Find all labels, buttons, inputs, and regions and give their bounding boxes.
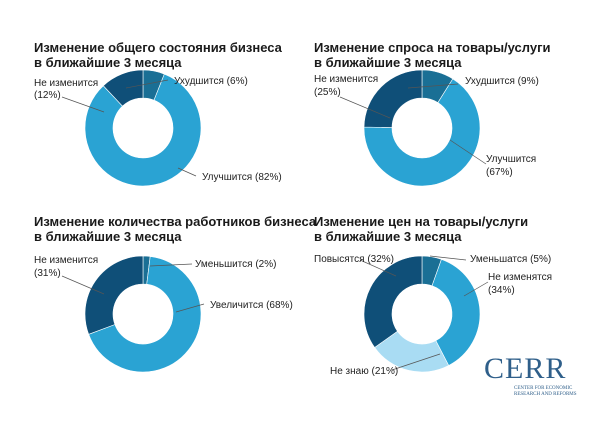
cerr-logo: CERR Center for Economic Research and Re… (480, 352, 590, 412)
leader-line (463, 281, 489, 297)
slice-label-line-2: (25%) (314, 87, 341, 98)
chart-title-line-1: Изменение цен на товары/услуги (314, 214, 529, 229)
leader-line (449, 139, 487, 165)
chart-panel-business-state: Изменение общего состояния бизнеса в бли… (0, 0, 300, 212)
slice-label-line-2: (12%) (34, 90, 61, 101)
leader-line (339, 96, 391, 119)
slice-label: Не знаю (21%) (330, 366, 398, 377)
chart-panel-demand: Изменение спроса на товары/услуги в ближ… (300, 0, 600, 212)
slice-label-line-2: (31%) (34, 268, 61, 279)
chart-title-line-1: Изменение спроса на товары/услуги (314, 40, 551, 55)
leader-line (407, 83, 459, 89)
donut-slice (84, 255, 144, 335)
slice-label-line-1: Не изменится (314, 74, 378, 85)
leader-line (359, 259, 397, 277)
donut-slice (102, 69, 144, 107)
slice-label: Увеличится (68%) (210, 300, 293, 311)
slice-label: Ухудшится (9%) (465, 76, 539, 87)
chart-panel-prices: Изменение цен на товары/услуги в ближайш… (300, 212, 600, 424)
slice-label: Ухудшится (6%) (174, 76, 248, 87)
chart-title-line-1: Изменение общего состояния бизнеса (34, 40, 282, 55)
slice-label-line-2: (34%) (488, 285, 515, 296)
leader-line (125, 79, 169, 89)
donut-slice (363, 78, 481, 187)
donut-slice (88, 256, 202, 373)
chart-title-line-2: в ближайшие 3 месяца (34, 229, 182, 244)
leader-line (175, 303, 205, 313)
logo-subtitle: Center for Economic Research and Reforms (514, 386, 577, 397)
donut-chart: Ухудшится (6%) Улучшится (82%) Не измени… (34, 69, 282, 187)
chart-panel-employees: Изменение количества работников бизнеса … (0, 212, 317, 424)
chart-title-line-2: в ближайшие 3 месяца (314, 55, 462, 70)
chart-title-line-1: Изменение количества работников бизнеса (34, 214, 317, 229)
chart-title-line-2: в ближайшие 3 месяца (314, 229, 462, 244)
donut-slice (431, 258, 481, 366)
slice-label-line-1: Не изменятся (488, 272, 552, 283)
leader-line (391, 353, 441, 371)
leader-line (61, 96, 105, 113)
slice-label-line-1: Не изменится (34, 78, 98, 89)
slice-label-line-1: Не изменится (34, 255, 98, 266)
leader-line (149, 263, 193, 267)
slice-label: Повысятся (32%) (314, 254, 394, 265)
donut-chart: Ухудшится (9%) Улучшится (67%) Не измени… (314, 69, 539, 187)
chart-title-line-2: в ближайшие 3 месяца (34, 55, 182, 70)
leader-line (61, 275, 105, 295)
logo-wordmark: CERR (484, 352, 567, 385)
slice-label-line-2: (67%) (486, 167, 513, 178)
chart-title: Изменение количества работников бизнеса … (34, 214, 317, 244)
donut-chart: Уменьшатся (5%) Не изменятся (34%) Не зн… (314, 254, 552, 377)
chart-title: Изменение цен на товары/услуги в ближайш… (314, 214, 574, 244)
slice-label-line-1: Улучшится (486, 154, 536, 165)
chart-title: Изменение общего состояния бизнеса в бли… (34, 40, 294, 70)
leader-line (429, 255, 467, 261)
slice-label: Уменьшатся (5%) (470, 254, 551, 265)
slice-label: Улучшится (82%) (202, 172, 282, 183)
donut-chart: Уменьшится (2%) Увеличится (68%) Не изме… (34, 255, 293, 373)
leader-line (177, 167, 197, 177)
donut-slice (363, 255, 423, 348)
donut-slice (84, 73, 202, 187)
slice-label: Уменьшится (2%) (195, 259, 276, 270)
chart-title: Изменение спроса на товары/услуги в ближ… (314, 40, 574, 70)
